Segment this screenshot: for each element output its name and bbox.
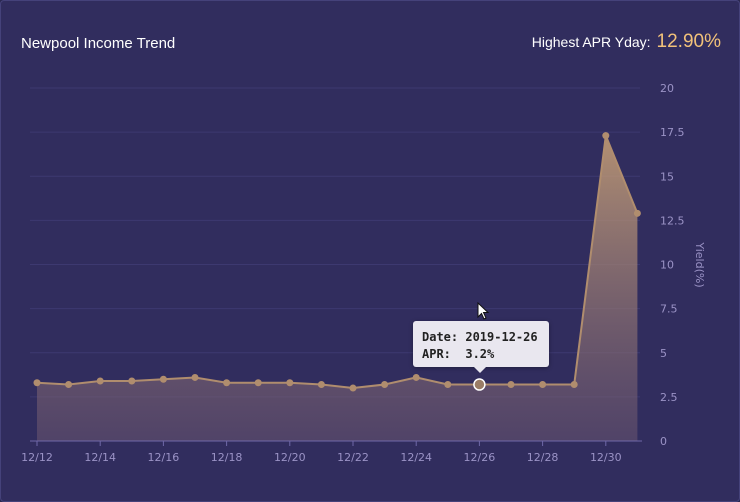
data-point-highlighted[interactable] [473, 378, 486, 391]
data-point[interactable] [317, 381, 325, 389]
y-tick-label: 17.5 [660, 126, 685, 139]
data-point[interactable] [254, 379, 262, 387]
data-point[interactable] [223, 379, 231, 387]
y-tick-label: 10 [660, 259, 674, 272]
x-axis: 12/12 12/14 12/16 12/18 12/20 12/22 12/24 12/26… [21, 440, 642, 464]
highest-apr-value: 12.90% [656, 31, 721, 52]
x-tick-label: 12/24 [400, 451, 432, 464]
data-point[interactable] [96, 377, 104, 385]
x-tick-label: 12/30 [590, 451, 622, 464]
tooltip-date-label: Date: [422, 330, 459, 344]
mouse-cursor-icon [477, 302, 490, 320]
data-point[interactable] [349, 384, 357, 392]
series-area [37, 135, 638, 441]
y-tick-label: 2.5 [660, 391, 678, 404]
y-tick-label: 20 [660, 82, 674, 95]
highest-apr-label: Highest APR Yday: [531, 34, 651, 50]
data-point[interactable] [286, 379, 294, 387]
data-point[interactable] [128, 377, 136, 385]
x-tick-label: 12/22 [337, 451, 369, 464]
y-tick-label: 0 [660, 435, 667, 448]
y-tick-label: 15 [660, 170, 674, 183]
x-tick-label: 12/28 [527, 451, 559, 464]
data-point[interactable] [602, 132, 610, 140]
y-tick-label: 12.5 [660, 214, 685, 227]
data-point[interactable] [191, 373, 199, 381]
data-points [33, 132, 641, 392]
tooltip-apr-label: APR: [422, 347, 451, 361]
data-point[interactable] [159, 375, 167, 383]
data-point[interactable] [444, 381, 452, 389]
data-point[interactable] [33, 379, 41, 387]
data-point[interactable] [633, 209, 641, 217]
highest-apr: Highest APR Yday: 12.90% [532, 31, 721, 53]
y-axis: 0 2.5 5 7.5 10 12.5 15 17.5 20 [660, 82, 685, 448]
x-tick-label: 12/26 [464, 451, 496, 464]
data-point[interactable] [570, 381, 578, 389]
data-point[interactable] [65, 381, 73, 389]
x-tick-label: 12/12 [21, 451, 53, 464]
y-tick-label: 5 [660, 347, 667, 360]
y-tick-label: 7.5 [660, 303, 678, 316]
data-point[interactable] [381, 381, 389, 389]
data-point[interactable] [507, 381, 515, 389]
data-point[interactable] [539, 381, 547, 389]
series-line [36, 131, 639, 390]
chart-title: Newpool Income Trend [21, 35, 176, 52]
x-tick-label: 12/16 [148, 451, 180, 464]
y-axis-title: Yield(%) [693, 241, 706, 287]
tooltip-date-value: 2019-12-26 [465, 330, 538, 344]
x-tick-label: 12/20 [274, 451, 306, 464]
x-tick-label: 12/18 [211, 451, 243, 464]
tooltip-apr-value: 3.2% [465, 347, 495, 361]
data-tooltip: Date: 2019-12-26 APR: 3.2% [413, 321, 549, 373]
area-layer [36, 131, 639, 441]
data-point[interactable] [412, 373, 420, 381]
x-tick-label: 12/14 [84, 451, 116, 464]
